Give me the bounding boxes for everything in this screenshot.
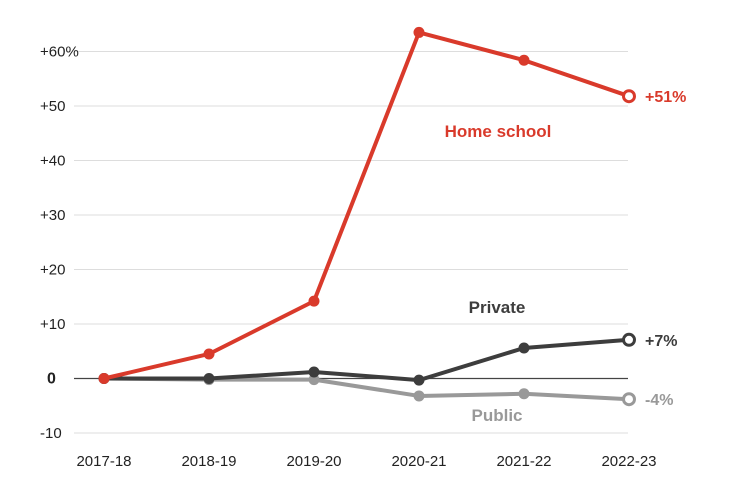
series-home-school: [98, 26, 636, 384]
data-point: [308, 374, 320, 386]
series-line-home-school: [102, 30, 631, 381]
y-tick-label: +20: [40, 262, 65, 279]
y-tick-label: +60%: [40, 44, 79, 61]
data-point: [622, 392, 636, 407]
series-labels: Home school Private Public +51% +7% -4%: [445, 89, 687, 425]
x-tick-label: 2019-20: [286, 453, 341, 470]
y-tick-label: +50: [40, 98, 65, 115]
data-point: [622, 332, 636, 347]
y-axis-tick-labels: +60% +50 +40 +30 +20 +10 0 -10: [40, 44, 79, 443]
series-line-private: [102, 337, 631, 383]
data-point: [518, 342, 530, 354]
x-tick-label: 2022-23: [601, 453, 656, 470]
data-point: [308, 295, 320, 307]
x-tick-label: 2021-22: [496, 453, 551, 470]
data-point: [413, 390, 425, 402]
y-tick-label: -10: [40, 425, 62, 442]
x-tick-label: 2020-21: [391, 453, 446, 470]
end-value-label-public: -4%: [645, 392, 673, 409]
data-point: [203, 348, 215, 360]
series-lines: [98, 26, 636, 407]
series-name-label-home-school: Home school: [445, 122, 552, 141]
series-line-public: [102, 376, 631, 402]
x-tick-label: 2018-19: [181, 453, 236, 470]
end-value-label-home-school: +51%: [645, 89, 686, 106]
data-point: [203, 373, 215, 384]
data-point: [518, 54, 530, 66]
data-point: [413, 374, 425, 386]
x-axis-tick-labels: 2017-18 2018-19 2019-20 2020-21 2021-22 2022-…: [76, 453, 656, 470]
data-point: [308, 366, 320, 378]
y-tick-label: +40: [40, 153, 65, 170]
series-name-label-public: Public: [471, 406, 522, 425]
data-point: [518, 388, 530, 400]
y-tick-label: 0: [47, 371, 56, 388]
data-point: [98, 373, 110, 384]
series-name-label-private: Private: [469, 298, 526, 317]
x-tick-label: 2017-18: [76, 453, 131, 470]
y-tick-label: +10: [40, 316, 65, 333]
data-point: [622, 89, 636, 104]
end-value-label-private: +7%: [645, 333, 677, 350]
y-tick-label: +30: [40, 207, 65, 224]
data-point: [413, 26, 425, 38]
